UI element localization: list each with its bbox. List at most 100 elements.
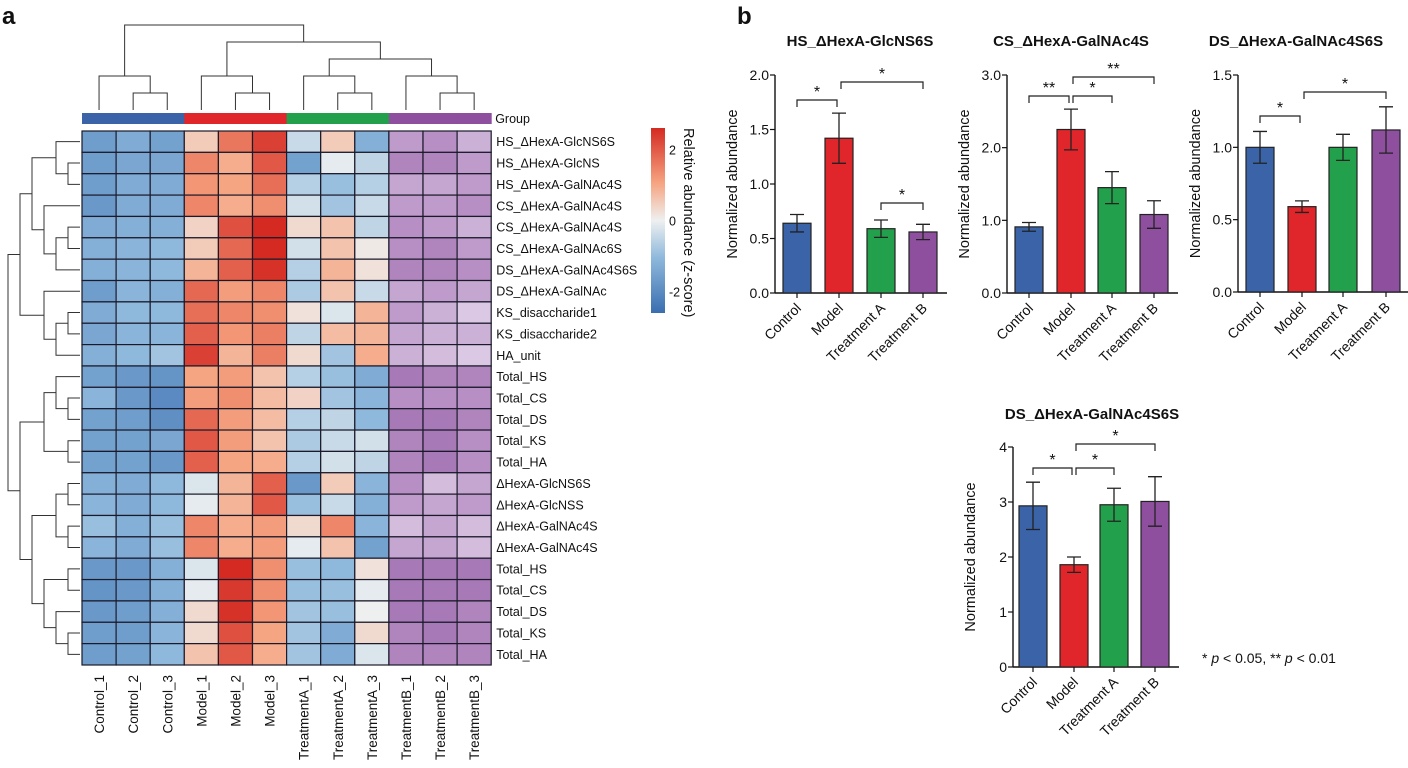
heatmap-cell [183, 194, 220, 218]
error-bar [1105, 170, 1119, 205]
heatmap-cell [456, 408, 492, 431]
heatmap-cell [149, 514, 185, 538]
heatmap-cell [456, 621, 492, 645]
bar [1371, 129, 1401, 293]
column-label: Model_3 [263, 675, 278, 727]
significance-bracket [796, 99, 838, 107]
heatmap-cell [456, 151, 492, 175]
heatmap-cell [388, 557, 424, 581]
group-legend-label: Group [495, 112, 530, 126]
chart-title: CS_ΔHexA-GalNAc4S [993, 33, 1149, 50]
heatmap-cell [183, 536, 220, 559]
heatmap-cell [81, 365, 117, 388]
heatmap-cell [81, 536, 117, 559]
dendrogram-branch [43, 205, 80, 255]
heatmap-cell [354, 621, 390, 645]
heatmap-cell [286, 600, 322, 623]
heatmap-cell [149, 301, 185, 324]
heatmap-cell [286, 493, 322, 517]
bar [1097, 187, 1127, 294]
y-tick-label: 2.0 [982, 140, 1002, 156]
heatmap-cell [320, 578, 356, 602]
heatmap-cell [320, 408, 356, 431]
heatmap-cell [149, 643, 185, 666]
significance-bracket [840, 81, 924, 89]
bar [866, 228, 896, 294]
heatmap-cell [149, 429, 185, 453]
dendrogram-branch [67, 312, 80, 335]
row-label: ΔHexA-GalNAc4S [496, 520, 597, 534]
group-bar-segment [252, 113, 288, 124]
y-axis-label: Normalized abundance [963, 482, 979, 631]
bar [782, 222, 812, 294]
row-label: CS_ΔHexA-GalNAc4S [496, 199, 622, 213]
heatmap-cell [388, 301, 424, 324]
heatmap-cell [422, 450, 458, 474]
heatmap-cell [183, 408, 220, 431]
error-bar [1022, 221, 1036, 232]
dendrogram-branch [67, 440, 80, 463]
row-label: ΔHexA-GlcNSS [496, 498, 584, 512]
y-axis-label: Normalized abundance [957, 109, 973, 258]
heatmap-cell [183, 514, 220, 538]
heatmap-cell [320, 279, 356, 303]
heatmap-cell [320, 493, 356, 517]
heatmap-cell [251, 600, 288, 623]
heatmap-cell [422, 386, 458, 410]
heatmap-cell [183, 130, 220, 153]
heatmap-cell [149, 365, 185, 388]
heatmap-cell [422, 151, 458, 175]
row-label: KS_disaccharide2 [496, 327, 597, 341]
heatmap-cell [183, 215, 220, 239]
group-bar-segment [388, 113, 424, 124]
heatmap-cell [115, 258, 151, 282]
heatmap-cell [320, 536, 356, 559]
heatmap-cell [422, 194, 458, 218]
heatmap-cell [115, 215, 151, 239]
significance-label: ** [1043, 80, 1055, 97]
heatmap-cell [320, 194, 356, 218]
significance-label: ** [1107, 61, 1119, 78]
heatmap-cell [456, 600, 492, 623]
heatmap-cell [354, 130, 390, 153]
heatmap-cell [320, 258, 356, 282]
bar [1140, 500, 1170, 668]
error-bar [1026, 481, 1040, 531]
heatmap-cell [115, 130, 151, 153]
significance-bracket [880, 202, 924, 210]
y-axis-label: Normalized abundance [725, 109, 741, 258]
dendrogram-branch [439, 92, 475, 110]
heatmap-cell [354, 472, 390, 495]
heatmap-cell [320, 643, 356, 666]
significance-label: * [1092, 452, 1098, 469]
heatmap-cell [354, 173, 390, 196]
error-bar [874, 219, 888, 239]
heatmap-cell [217, 643, 254, 666]
chart-title: HS_ΔHexA-GlcNS6S [787, 33, 934, 50]
heatmap-cell [149, 344, 185, 367]
heatmap-cell [183, 301, 220, 324]
heatmap-cell [320, 429, 356, 453]
heatmap-cell [286, 258, 322, 282]
heatmap-cell [422, 279, 458, 303]
significance-bracket [1259, 115, 1301, 123]
heatmap-cell [422, 643, 458, 666]
heatmap-cell [183, 365, 220, 388]
heatmap-cell [320, 130, 356, 153]
heatmap-cell [251, 215, 288, 239]
heatmap-cell [149, 600, 185, 623]
heatmap-cell [388, 279, 424, 303]
heatmap-cell [251, 472, 288, 495]
significance-label: * [1089, 80, 1095, 97]
heatmap-cell [286, 215, 322, 239]
heatmap-cell [115, 194, 151, 218]
heatmap-cell [422, 258, 458, 282]
bar [1287, 206, 1317, 293]
group-bar-segment [320, 113, 356, 124]
heatmap-cell [251, 643, 288, 666]
heatmap-cell [286, 151, 322, 175]
heatmap-cell [422, 493, 458, 517]
footnote-part: p [1284, 650, 1293, 666]
heatmap-cell [251, 301, 288, 324]
heatmap-cell [286, 450, 322, 474]
